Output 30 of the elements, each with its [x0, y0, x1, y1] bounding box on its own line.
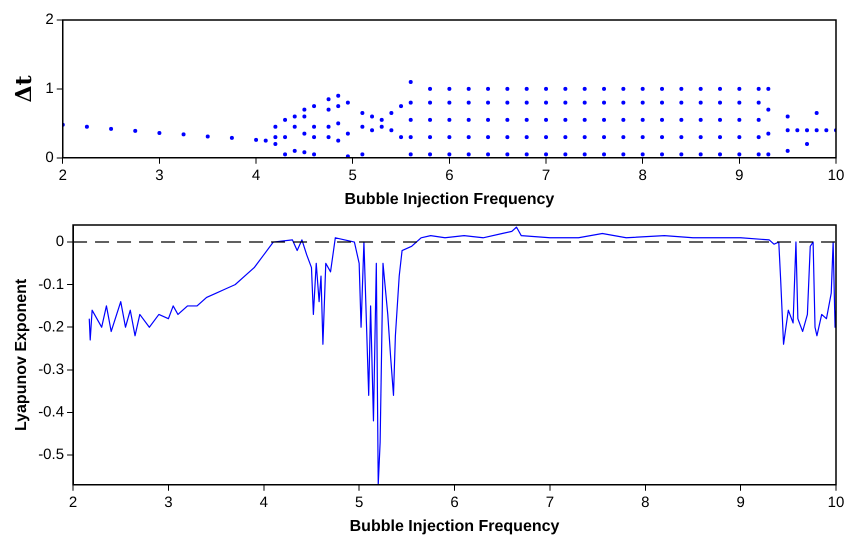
- x-tick-label: 10: [828, 166, 844, 184]
- y-tick-label: -0.1: [38, 276, 64, 293]
- x-tick-label: 6: [445, 166, 454, 184]
- y-tick-label: -0.5: [38, 446, 64, 464]
- x-tick-label: 3: [164, 494, 173, 511]
- y-axis-title: Lyapunov Exponent: [13, 278, 30, 432]
- x-tick-label: 8: [641, 494, 650, 511]
- y-tick-label: 1: [45, 80, 54, 98]
- y-tick-label: -0.3: [38, 360, 64, 378]
- y-axis-title: Δt: [10, 74, 37, 103]
- x-tick-label: 2: [68, 494, 78, 511]
- x-tick-label: 7: [542, 166, 550, 184]
- x-tick-label: 4: [260, 494, 268, 511]
- x-tick-label: 9: [735, 166, 744, 184]
- x-tick-label: 5: [354, 494, 364, 511]
- y-tick-label: 2: [45, 11, 54, 28]
- x-tick-label: 10: [828, 494, 844, 511]
- y-tick-label: 0: [45, 148, 54, 166]
- x-tick-label: 5: [348, 166, 357, 184]
- y-tick-label: 0: [56, 233, 64, 250]
- x-tick-label: 6: [450, 494, 459, 511]
- x-tick-label: 4: [252, 166, 260, 184]
- x-tick-label: 3: [155, 166, 164, 184]
- x-axis-title: Bubble Injection Frequency: [350, 518, 560, 535]
- x-tick-label: 7: [546, 494, 554, 511]
- y-tick-label: -0.4: [38, 404, 64, 421]
- x-axis-title: Bubble Injection Frequency: [344, 190, 554, 208]
- y-tick-label: -0.2: [38, 318, 64, 336]
- x-tick-label: 9: [736, 494, 745, 511]
- x-tick-label: 8: [638, 166, 647, 184]
